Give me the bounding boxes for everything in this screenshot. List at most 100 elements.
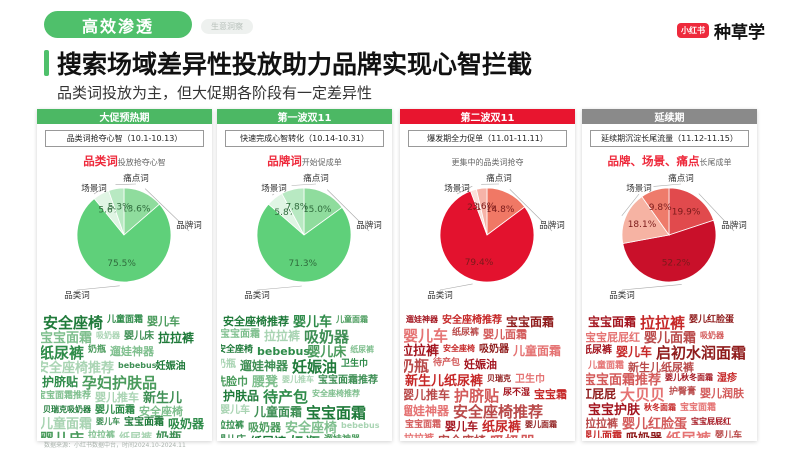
wordcloud-term: 拉拉裤	[404, 435, 434, 439]
wordcloud-1: 安全座椅 儿童面霜 婴儿车 宝宝面霜 吸奶器 婴儿床 拉拉裤 纸尿裤 奶瓶 遛娃神器 安全座椅推荐 b…	[41, 314, 208, 439]
pie-value-label: 75.5%	[107, 259, 136, 269]
wordcloud-term: 婴儿面霜	[644, 331, 697, 346]
wordcloud-term: bebebus	[341, 421, 380, 430]
wordcloud-term: 婴儿床	[307, 345, 347, 360]
pie-chart-2: 15.0% 品牌词 71.3% 品类词 5.8% 场景词 7.8% 痛点词	[244, 173, 382, 301]
wordcloud-term: 吸奶器	[168, 417, 205, 431]
wordcloud-term: 安全座椅推荐	[41, 361, 115, 376]
focus-line: 更集中的品类词抢夺	[400, 154, 575, 168]
phase-header: 第二波双11	[400, 109, 575, 124]
pie-category-label: 痛点词	[123, 173, 149, 184]
wordcloud-term: 宝宝面霜	[680, 403, 717, 413]
wordcloud-term: 安全座椅	[139, 405, 183, 418]
wordcloud-term: 纸尿裤	[482, 420, 522, 435]
wordcloud-term: 吸奶器	[626, 431, 663, 438]
wordcloud-term: 宝宝面霜推荐	[41, 391, 92, 401]
wordcloud-term: 宝宝面霜	[221, 329, 260, 340]
pie-leader-line	[291, 183, 317, 186]
wordcloud-term: 宝宝面霜	[306, 404, 367, 422]
wordcloud-term: 宝宝面霜	[41, 331, 93, 346]
data-source-note: 数据来源：小红书数据中台，时间2024.10-2024.11	[44, 442, 186, 449]
pie-slice-痛点词	[475, 187, 488, 236]
phase-panel-3: 第二波双11 爆发期全力促单（11.01-11.11） 更集中的品类词抢夺 14…	[400, 109, 575, 441]
pie-slice-痛点词	[641, 187, 670, 237]
wordcloud-term: 拉拉裤	[88, 431, 116, 439]
phase-header: 第一波双11	[217, 109, 392, 124]
wordcloud-term: 婴儿车	[445, 420, 478, 433]
pie-chart-4: 19.9% 品牌词 52.2% 品类词 18.1% 场景词 9.8% 痛点词	[609, 173, 747, 301]
focus-keyword: 品类词	[83, 154, 118, 168]
wordcloud-term: 婴儿车	[715, 431, 743, 439]
wordcloud-term: 宝宝屁屁红	[691, 417, 731, 426]
wordcloud-term: bebebus	[257, 345, 310, 358]
pie-value-label: 5.8%	[274, 208, 297, 218]
wordcloud-term: 儿童面霜	[107, 315, 144, 325]
phase-panel-1: 大促预热期 品类词抢夺心智（10.1-10.13） 品类词投放抢夺心智 13.6…	[37, 109, 212, 441]
stage-label: 品类词抢夺心智（10.1-10.13）	[45, 130, 204, 147]
pie-slice-痛点词	[108, 187, 125, 236]
pie-leader-line	[76, 285, 120, 291]
wordcloud-term: 吸奶器	[96, 331, 120, 340]
pie-leader-line	[115, 183, 137, 185]
pie-slice-品类词	[622, 219, 717, 283]
wordcloud-term: 儿童面霜	[41, 417, 93, 432]
wordcloud-term: 宝宝屁屁红	[586, 331, 640, 344]
wordcloud-term: 婴儿床	[41, 432, 84, 439]
pie-leader-line	[698, 193, 735, 232]
phase-panel-2: 第一波双11 快速完成心智转化（10.14-10.31） 品牌词开始促成单 15…	[217, 109, 392, 441]
wordcloud-term: 纸尿裤	[350, 345, 375, 354]
wordcloud-term: 婴儿车	[616, 345, 653, 359]
wordcloud-term: 新生儿纸尿裤	[405, 374, 484, 389]
wordcloud-term: 新生儿纸尿裤	[628, 361, 694, 374]
pie-value-label: 9.8%	[649, 203, 672, 213]
pie-leader-line	[256, 285, 302, 291]
wordcloud-term: 卫生巾	[515, 374, 545, 385]
focus-text: 开始促成单	[301, 158, 342, 167]
wordcloud-term: 奶瓶	[88, 345, 107, 355]
pie-category-label: 场景词	[626, 184, 652, 194]
pie-value-label: 7.8%	[285, 203, 308, 213]
pie-leader-line	[326, 189, 370, 232]
wordcloud-term: 拉拉裤	[158, 331, 195, 345]
wordcloud-term: 纸尿裤	[666, 432, 711, 439]
wordcloud-term: 宝宝面霜推荐	[318, 375, 378, 386]
wordcloud-term: 奶瓶	[221, 359, 236, 370]
pie-leader-line	[93, 190, 100, 195]
pie-leader-line	[439, 283, 473, 291]
wordcloud-term: 婴儿面霜	[483, 328, 527, 341]
wordcloud-term: 待产包	[433, 358, 461, 368]
phase-header: 延续期	[582, 109, 757, 124]
pie-leader-line	[144, 188, 190, 232]
pie-slice-品类词	[439, 190, 535, 283]
wordcloud-term: 安全座椅推荐	[442, 315, 502, 326]
wordcloud-term: 奶瓶	[290, 436, 320, 439]
focus-text: 更集中的品类词抢夺	[451, 158, 524, 167]
wordcloud-term: 护脐贴	[454, 387, 500, 405]
pie-category-label: 痛点词	[303, 173, 329, 184]
wordcloud-term: 儿童面霜	[513, 344, 562, 358]
stage-label: 爆发期全力促单（11.01-11.11）	[408, 130, 567, 147]
wordcloud-term: 宝宝护肤	[588, 403, 641, 418]
phase-header: 大促预热期	[37, 109, 212, 124]
wordcloud-term: 安全座椅推荐	[453, 403, 544, 421]
wordcloud-term: 安全座椅推荐	[223, 315, 289, 328]
wordcloud-term: 纸尿裤	[586, 345, 612, 356]
pie-value-label: 3.6%	[472, 202, 495, 212]
wordcloud-term: 吸奶器	[479, 344, 509, 355]
wordcloud-term: 安全座椅	[43, 314, 104, 332]
wordcloud-term: 护肤品	[223, 389, 260, 403]
title-accent-bar	[44, 50, 49, 76]
wordcloud-term: 拉拉裤	[221, 421, 245, 431]
wordcloud-term: 红屁屁	[586, 387, 617, 401]
pie-category-label: 痛点词	[668, 173, 694, 184]
stage-label: 快速完成心智转化（10.14-10.31）	[225, 130, 384, 147]
wordcloud-term: 婴儿车	[404, 327, 449, 345]
phase-panel-4: 延续期 延续期沉淀长尾流量（11.12-11.15） 品牌、场景、痛点长尾成单 …	[582, 109, 757, 441]
page-subtitle: 品类词投放为主，但大促期各阶段有一定差异性	[57, 84, 373, 102]
pie-value-label: 19.9%	[672, 207, 701, 217]
wordcloud-term: 安全座椅推荐	[312, 389, 360, 398]
focus-keyword: 品牌词	[267, 154, 302, 168]
pie-value-label: 5.3%	[108, 202, 131, 212]
wordcloud-term: 护臀膏	[669, 387, 697, 397]
